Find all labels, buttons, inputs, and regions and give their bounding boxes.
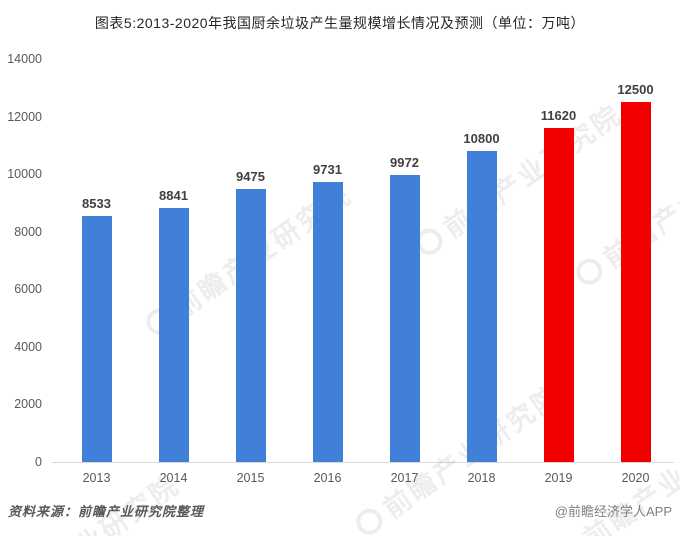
bar-value-label: 9972: [390, 154, 419, 170]
y-tick-label: 4000: [14, 339, 42, 354]
credit-note: @前瞻经济学人APP: [554, 504, 672, 519]
bar-2020: [620, 102, 651, 462]
x-tick-label: 2013: [82, 471, 111, 485]
bar-2018: [466, 151, 497, 462]
bar-slot: 11620: [520, 59, 597, 462]
bar-value-label: 12500: [617, 82, 654, 98]
bar-value-label: 8533: [82, 196, 111, 212]
y-tick-label: 14000: [7, 52, 42, 66]
y-tick-label: 10000: [7, 167, 42, 182]
bar-2017: [389, 174, 420, 462]
bar-2015: [235, 189, 266, 462]
bar-value-label: 9475: [236, 169, 265, 185]
y-tick-label: 12000: [7, 109, 42, 124]
bar-value-label: 11620: [540, 107, 577, 123]
footer: 资料来源：前瞻产业研究院整理 @前瞻经济学人APP: [8, 501, 672, 520]
bar-slot: 12500: [597, 59, 674, 462]
bar-slot: 9731: [289, 59, 366, 462]
bar-slot: 10800: [443, 59, 520, 462]
source-note: 资料来源：前瞻产业研究院整理: [8, 504, 205, 519]
x-axis-line: [52, 462, 674, 463]
x-tick-label: 2020: [621, 471, 650, 485]
x-tick-label: 2015: [236, 471, 265, 485]
bar-value-label: 8841: [159, 187, 188, 203]
bar-slot: 9475: [212, 59, 289, 462]
y-tick-label: 8000: [14, 224, 42, 239]
bar-2013: [81, 216, 112, 462]
bar-value-label: 10800: [463, 131, 500, 147]
bar-2019: [543, 127, 574, 462]
x-tick-label: 2016: [313, 471, 342, 485]
bar-slot: 8841: [135, 59, 212, 462]
bar-slot: 9972: [366, 59, 443, 462]
x-tick-label: 2014: [159, 471, 188, 485]
plot-area: 前瞻产业研究院前瞻产业研究院前瞻产业研究院前瞻产业研究院前瞻产业研究院前瞻产业研…: [0, 59, 680, 536]
y-tick-label: 2000: [14, 397, 42, 412]
x-tick-label: 2019: [544, 471, 573, 485]
bar-slot: 8533: [58, 59, 135, 462]
bar-value-label: 9731: [313, 161, 342, 177]
x-axis: 2013 2014 2015 2016 2017 2018 2019 2020: [58, 471, 674, 485]
chart-title: 图表5:2013-2020年我国厨余垃圾产生量规模增长情况及预测（单位：万吨）: [94, 15, 586, 31]
y-axis: 0 2000 4000 6000 8000 10000 12000 14000: [0, 52, 44, 469]
bar-2014: [158, 207, 189, 462]
bar-2016: [312, 181, 343, 462]
y-tick-label: 0: [35, 455, 42, 469]
x-tick-label: 2017: [390, 471, 419, 485]
x-tick-label: 2018: [467, 471, 496, 485]
y-tick-label: 6000: [14, 282, 42, 297]
